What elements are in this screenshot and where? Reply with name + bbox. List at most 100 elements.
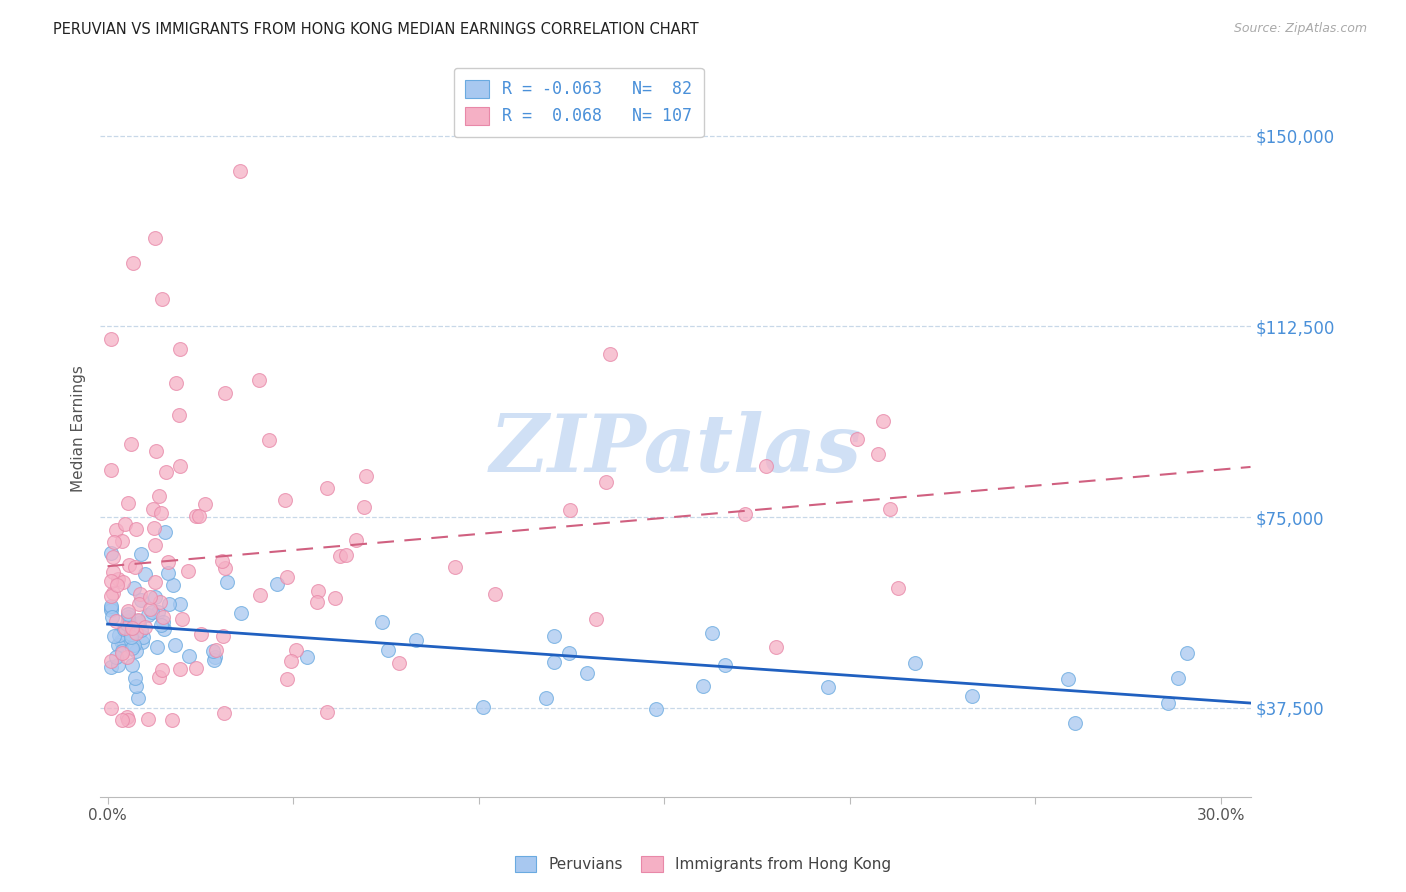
Point (285, 643, 308, 657)
Point (599, 347, 621, 361)
Point (117, 714, 139, 728)
Point (377, 642, 399, 657)
Point (167, 409, 190, 423)
Point (131, 635, 153, 649)
Point (872, 414, 894, 428)
Point (114, 621, 136, 635)
Point (143, 230, 166, 244)
Point (112, 622, 135, 636)
Point (585, 611, 607, 625)
Point (558, 503, 581, 517)
Point (204, 650, 226, 665)
Point (202, 653, 225, 667)
Y-axis label: Median Earnings: Median Earnings (72, 365, 86, 491)
Point (111, 534, 134, 549)
Point (1175, 646, 1198, 660)
Point (110, 634, 132, 648)
Point (215, 575, 238, 590)
Point (127, 615, 149, 629)
Point (307, 583, 329, 598)
Point (266, 577, 288, 591)
Point (1057, 672, 1080, 686)
Point (276, 672, 298, 686)
Point (111, 634, 134, 648)
Point (152, 615, 174, 630)
Point (1167, 671, 1189, 685)
Point (315, 482, 337, 496)
Point (148, 489, 170, 503)
Point (904, 657, 927, 671)
Point (143, 574, 166, 589)
Point (543, 655, 565, 669)
Point (645, 702, 668, 716)
Point (471, 700, 494, 714)
Point (276, 570, 298, 584)
Point (100, 701, 122, 715)
Point (484, 587, 506, 601)
Point (156, 555, 179, 569)
Point (101, 565, 124, 579)
Point (111, 714, 134, 728)
Point (120, 626, 142, 640)
Point (344, 533, 367, 547)
Point (111, 646, 134, 660)
Point (211, 554, 233, 568)
Point (169, 458, 191, 473)
Point (100, 660, 122, 674)
Text: ZIPatlas: ZIPatlas (489, 411, 862, 489)
Point (134, 620, 156, 634)
Point (139, 590, 162, 604)
Point (125, 625, 148, 640)
Point (104, 523, 127, 537)
Point (124, 644, 146, 658)
Point (127, 690, 149, 705)
Point (176, 564, 198, 578)
Point (103, 550, 125, 565)
Point (155, 465, 177, 479)
Point (205, 643, 228, 657)
Point (755, 458, 778, 473)
Point (149, 618, 172, 632)
Point (169, 662, 191, 676)
Point (558, 647, 581, 661)
Point (125, 523, 148, 537)
Point (162, 577, 184, 591)
Point (129, 623, 152, 637)
Point (107, 572, 129, 586)
Point (101, 586, 124, 600)
Point (444, 560, 467, 574)
Point (120, 630, 142, 644)
Point (214, 561, 236, 575)
Point (100, 603, 122, 617)
Point (700, 626, 723, 640)
Point (108, 628, 131, 642)
Point (100, 463, 122, 477)
Point (118, 613, 141, 627)
Point (879, 502, 901, 516)
Point (128, 597, 150, 611)
Point (117, 604, 139, 618)
Point (866, 447, 889, 461)
Point (100, 599, 122, 614)
Point (127, 613, 149, 627)
Point (150, 292, 173, 306)
Point (229, 164, 252, 178)
Point (128, 587, 150, 601)
Point (543, 629, 565, 643)
Point (134, 566, 156, 581)
Point (214, 386, 236, 401)
Point (150, 664, 173, 678)
Point (100, 601, 122, 615)
Point (107, 657, 129, 672)
Point (115, 616, 138, 631)
Point (280, 654, 302, 668)
Point (734, 507, 756, 521)
Point (335, 548, 357, 562)
Point (202, 644, 225, 658)
Point (124, 582, 146, 596)
Point (142, 502, 165, 516)
Point (100, 546, 122, 560)
Point (274, 493, 297, 508)
Point (124, 672, 146, 686)
Point (152, 609, 174, 624)
